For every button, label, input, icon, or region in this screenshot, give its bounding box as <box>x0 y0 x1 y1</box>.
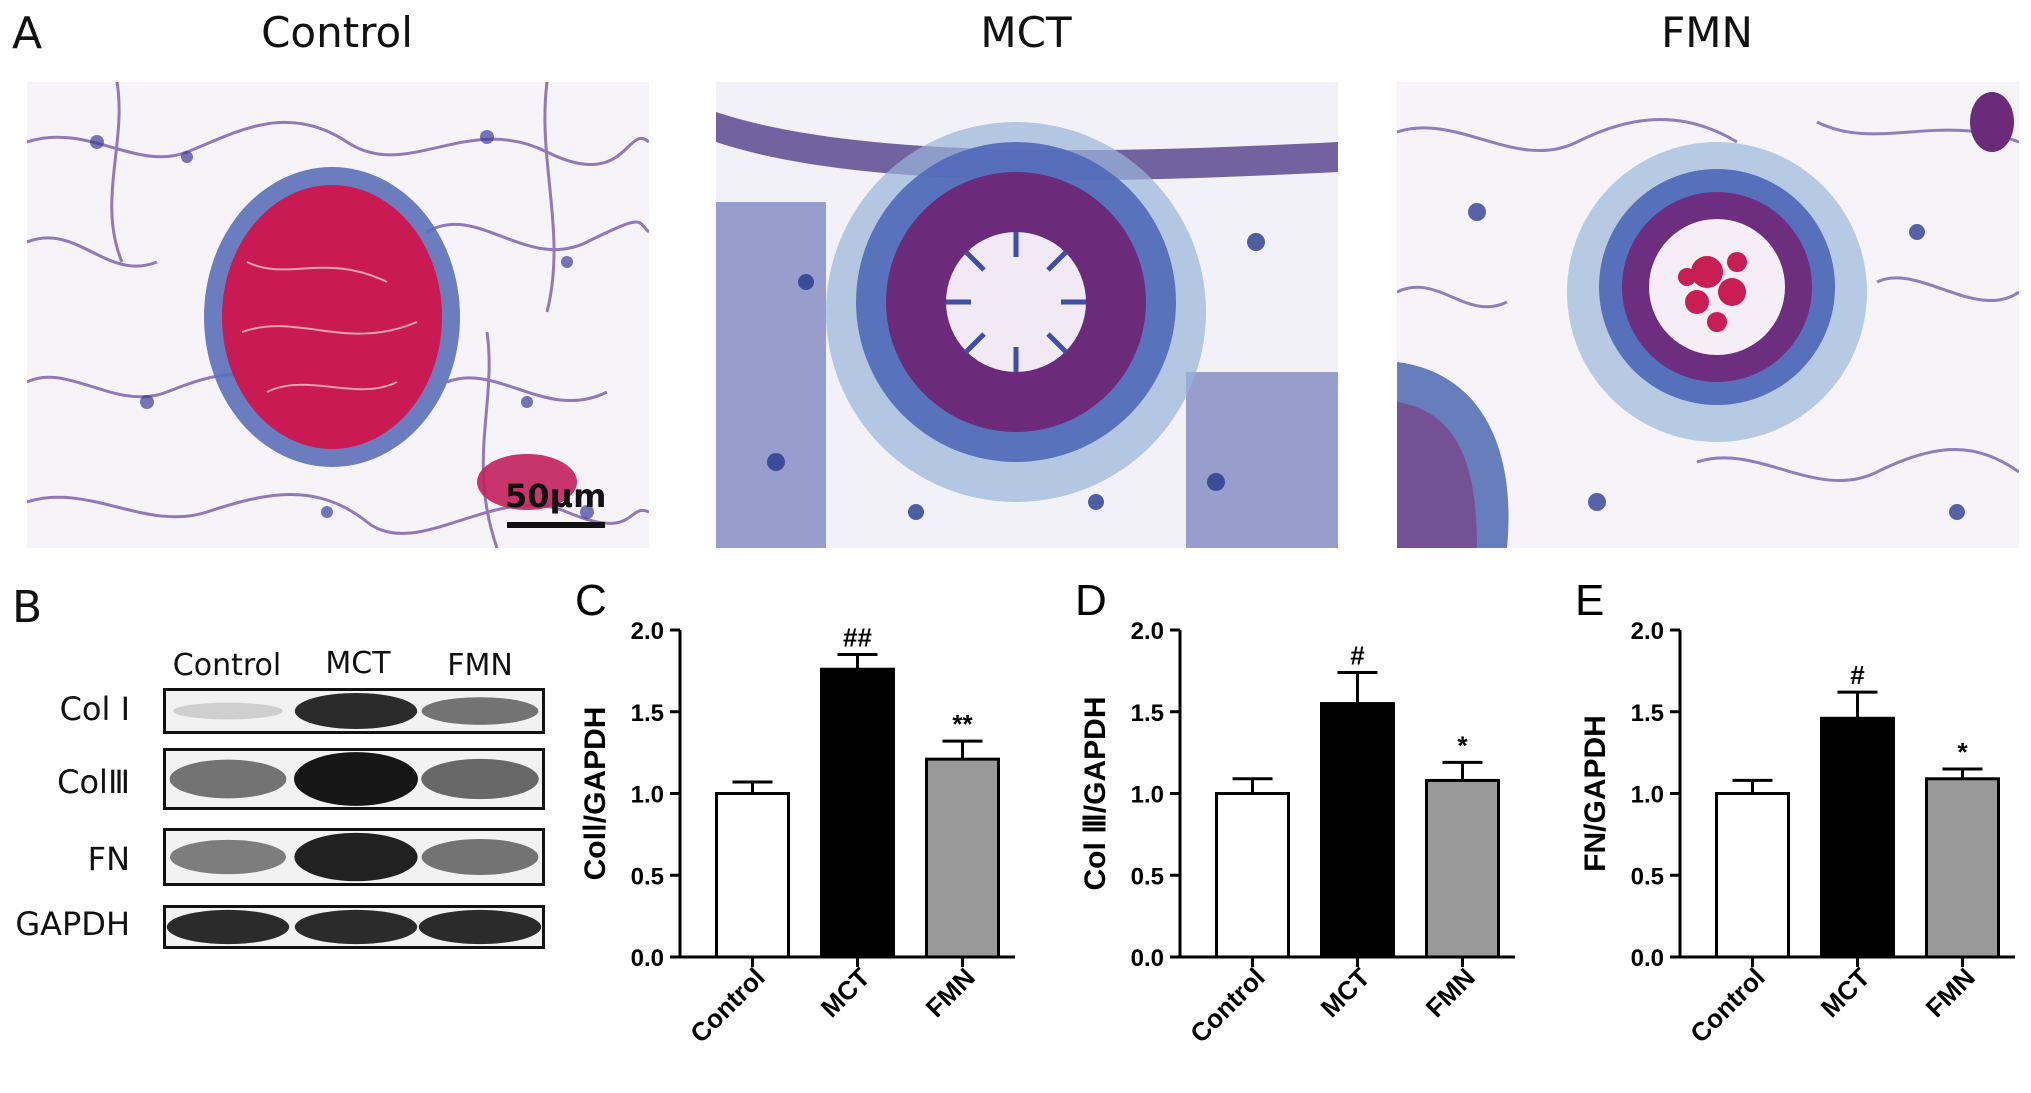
blot-column-control: Control <box>172 648 282 683</box>
x-tick-label: Control <box>684 962 771 1049</box>
bar-mct <box>1320 702 1395 959</box>
blot-strip-col1 <box>163 688 545 734</box>
y-tick-label: 2.0 <box>1131 618 1164 645</box>
y-tick-label: 1.5 <box>1631 700 1664 727</box>
blot-band <box>173 702 283 720</box>
blot-band <box>170 839 286 875</box>
bar-fmn <box>1425 778 1500 959</box>
bar-mct <box>820 667 895 959</box>
blot-band <box>166 909 290 945</box>
bar-fmn <box>1925 777 2000 959</box>
y-tick-label: 0.0 <box>1131 945 1164 972</box>
blot-band <box>294 693 418 729</box>
blot-row-label-gapdh: GAPDH <box>15 905 130 943</box>
image-title-mct: MCT <box>980 8 1072 57</box>
bar-mct <box>1820 716 1895 959</box>
chart-fn-gapdh: E FN/GAPDH 0.0 0.5 1.0 1.5 2.0 Control # MCT * FMN <box>1550 575 2031 1085</box>
significance-mark: * <box>1457 730 1468 760</box>
x-tick-label: FMN <box>920 962 981 1023</box>
y-axis-label: FN/GAPDH <box>1579 715 1612 872</box>
micrograph-fmn <box>1397 82 2019 548</box>
y-tick-label: 1.5 <box>1131 700 1164 727</box>
blot-row-label-col1: Col Ⅰ <box>59 690 130 728</box>
chart-col3-gapdh: D Col Ⅲ/GAPDH 0.0 0.5 1.0 1.5 2.0 Control # MCT * F… <box>1060 575 1560 1085</box>
micrograph-control: 50μm <box>27 82 649 548</box>
x-tick-label: Control <box>1184 962 1271 1049</box>
significance-mark: # <box>1850 660 1865 690</box>
bar-control <box>1715 792 1790 959</box>
blot-band <box>421 758 539 800</box>
significance-mark: * <box>1957 737 1968 767</box>
blot-band <box>294 832 418 882</box>
blot-row-label-fn: FN <box>87 840 130 878</box>
blot-strip-gapdh <box>163 905 545 949</box>
panel-letter: E <box>1575 576 1604 625</box>
blot-column-mct: MCT <box>325 646 391 681</box>
image-title-control: Control <box>261 8 413 57</box>
x-tick-label: MCT <box>815 962 876 1023</box>
y-tick-label: 1.0 <box>1631 782 1664 809</box>
bar-control <box>1215 792 1290 959</box>
panel-letter-a: A <box>12 8 43 59</box>
blot-band <box>294 752 418 806</box>
y-tick-label: 0.0 <box>1631 945 1664 972</box>
y-tick-label: 0.5 <box>1631 863 1664 890</box>
significance-mark: ** <box>952 709 973 739</box>
y-axis-label: Col Ⅲ/GAPDH <box>1079 696 1112 890</box>
y-tick-label: 0.5 <box>631 863 664 890</box>
x-tick-label: FMN <box>1420 962 1481 1023</box>
bar-control <box>715 792 790 959</box>
panel-letter-b: B <box>12 582 43 633</box>
image-title-fmn: FMN <box>1661 8 1753 57</box>
y-axis-label: ColⅠ/GAPDH <box>579 707 612 881</box>
y-tick-label: 2.0 <box>631 618 664 645</box>
blot-band <box>294 909 418 945</box>
blot-band <box>421 697 539 725</box>
blot-band <box>418 909 542 945</box>
panel-letter: D <box>1075 576 1107 625</box>
blot-strip-col3 <box>163 748 545 810</box>
x-tick-label: FMN <box>1920 962 1981 1023</box>
panel-letter: C <box>575 576 607 625</box>
bar-fmn <box>925 757 1000 959</box>
scale-bar-label: 50μm <box>505 477 607 515</box>
chart-col1-gapdh: C ColⅠ/GAPDH 0.0 0.5 1.0 1.5 2.0 Control ## MCT **… <box>560 575 1060 1085</box>
blot-band <box>169 759 287 799</box>
blot-column-fmn: FMN <box>447 648 513 683</box>
y-tick-label: 1.0 <box>631 782 664 809</box>
significance-mark: # <box>1350 641 1365 671</box>
y-tick-label: 0.0 <box>631 945 664 972</box>
x-tick-label: MCT <box>1815 962 1876 1023</box>
blot-strip-fn <box>163 828 545 886</box>
micrograph-mct <box>716 82 1338 548</box>
x-tick-label: Control <box>1684 962 1771 1049</box>
y-tick-label: 1.5 <box>631 700 664 727</box>
blot-band <box>421 839 539 875</box>
blot-row-label-col3: ColⅢ <box>57 763 130 801</box>
significance-mark: ## <box>843 623 872 653</box>
y-tick-label: 2.0 <box>1631 618 1664 645</box>
x-tick-label: MCT <box>1315 962 1376 1023</box>
y-tick-label: 0.5 <box>1131 863 1164 890</box>
y-tick-label: 1.0 <box>1131 782 1164 809</box>
